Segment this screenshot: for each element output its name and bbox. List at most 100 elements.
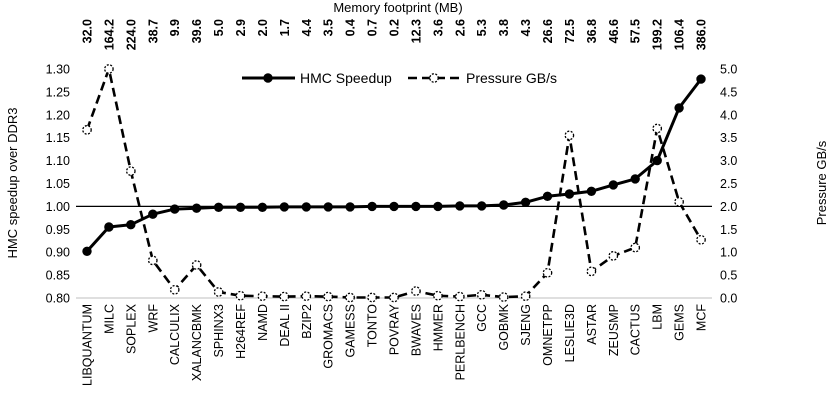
x-tick-label: ASTAR <box>585 304 599 345</box>
top-axis-title: Memory footprint (MB) <box>333 0 462 15</box>
speedup-point <box>608 180 618 190</box>
speedup-point <box>82 246 92 257</box>
pressure-point <box>279 291 290 302</box>
legend-pressure-marker <box>429 73 439 83</box>
legend: HMC Speedup Pressure GB/s <box>242 70 557 86</box>
pressure-point <box>411 286 421 296</box>
pressure-point <box>498 292 509 302</box>
x-tick-label: SPHINX3 <box>212 304 226 358</box>
speedup-point <box>148 209 158 219</box>
memory-footprint-label: 26.6 <box>541 19 555 43</box>
y2-axis-title: Pressure GB/s <box>814 140 829 225</box>
x-tick-label: MILC <box>102 304 116 334</box>
x-tick-label: SJENG <box>519 304 533 346</box>
memory-footprint-label: 38.7 <box>146 19 160 43</box>
y2-tick-label: 0.5 <box>720 269 737 283</box>
pressure-point <box>586 266 597 277</box>
x-tick-label: TONTO <box>366 304 380 348</box>
pressure-point <box>433 290 443 301</box>
pressure-point <box>674 196 684 207</box>
speedup-point <box>433 201 443 212</box>
speedup-point <box>564 189 575 199</box>
speedup-point <box>455 201 465 211</box>
y-tick-label: 1.05 <box>46 177 70 191</box>
y2-tick-label: 0.0 <box>720 292 737 306</box>
x-tick-label: GAMESS <box>344 304 358 358</box>
y-tick-label: 1.15 <box>46 131 70 145</box>
memory-footprint-label: 4.4 <box>300 19 314 36</box>
memory-footprint-label: 3.5 <box>322 19 336 36</box>
x-tick-label: NAMD <box>256 304 270 341</box>
y-tick-label: 0.95 <box>46 223 70 237</box>
memory-footprint-label: 0.7 <box>366 19 380 36</box>
memory-footprint-label: 2.9 <box>234 19 248 36</box>
x-tick-label: MCF <box>695 304 709 331</box>
memory-footprint-label: 32.0 <box>80 19 94 43</box>
y-tick-label: 0.80 <box>46 292 70 306</box>
memory-footprint-label: 2.0 <box>256 19 270 36</box>
speedup-point <box>126 220 136 230</box>
x-tick-label: POVRAY <box>388 303 402 355</box>
memory-footprint-label: 106.4 <box>673 19 687 50</box>
memory-footprint-label: 2.6 <box>453 19 467 36</box>
pressure-point <box>389 292 399 303</box>
memory-footprint-label: 36.8 <box>585 19 599 43</box>
y-tick-label: 1.10 <box>46 154 70 168</box>
memory-footprint-label: 39.6 <box>190 19 204 43</box>
x-tick-label: DEAL II <box>278 304 292 347</box>
pressure-point <box>235 290 246 301</box>
memory-footprint-label: 386.0 <box>695 19 709 50</box>
pressure-point <box>454 291 465 302</box>
y-tick-label: 0.90 <box>46 246 70 260</box>
speedup-point <box>367 201 377 212</box>
pressure-point <box>564 130 575 141</box>
y2-tick-label: 4.5 <box>720 85 737 99</box>
pressure-point <box>630 242 641 253</box>
memory-footprint-label: 72.5 <box>563 19 577 43</box>
speedup-point <box>542 191 553 202</box>
y-tick-label: 0.85 <box>46 269 70 283</box>
memory-footprint-label: 0.4 <box>344 19 358 36</box>
speedup-point <box>104 222 114 232</box>
pressure-point <box>301 291 312 302</box>
pressure-point <box>191 260 202 270</box>
pressure-point <box>169 284 180 295</box>
memory-footprint-label: 5.0 <box>212 19 226 36</box>
memory-footprint-label: 164.2 <box>102 19 116 50</box>
speedup-point <box>652 155 662 166</box>
speedup-point <box>345 202 355 212</box>
memory-footprint-label: 224.0 <box>124 19 138 50</box>
memory-footprint-label: 4.3 <box>519 19 533 36</box>
speedup-point <box>411 201 421 212</box>
x-tick-label: HMMER <box>431 304 445 351</box>
y2-tick-label: 2.5 <box>720 177 737 191</box>
speedup-point <box>213 202 224 213</box>
pressure-point <box>147 255 158 266</box>
x-tick-label: LBM <box>651 304 665 330</box>
memory-footprint-label: 12.3 <box>409 19 423 43</box>
x-tick-label: CACTUS <box>629 304 643 355</box>
pressure-point <box>104 64 114 74</box>
x-tick-label: BZIP2 <box>300 304 314 339</box>
x-tick-label: LIBQUANTUM <box>80 304 94 386</box>
x-tick-label: CALCULIX <box>168 303 182 365</box>
memory-footprint-label: 199.2 <box>651 19 665 50</box>
y-axis-title: HMC speedup over DDR3 <box>5 107 20 258</box>
speedup-point <box>279 202 289 212</box>
pressure-point <box>696 234 706 245</box>
y2-tick-label: 2.0 <box>720 200 737 214</box>
x-tick-label: SOPLEX <box>124 303 138 354</box>
x-tick-label: OMNETPP <box>541 304 555 366</box>
x-tick-label: WRF <box>146 304 160 333</box>
speedup-point <box>301 202 311 212</box>
series-line <box>85 78 703 253</box>
speedup-point <box>191 203 202 213</box>
y-tick-label: 1.00 <box>46 200 70 214</box>
pressure-point <box>323 291 334 302</box>
memory-footprint-label: 9.9 <box>168 19 182 36</box>
pressure-point <box>652 123 663 134</box>
y2-tick-label: 1.0 <box>720 246 737 260</box>
pressure-point <box>125 166 136 176</box>
